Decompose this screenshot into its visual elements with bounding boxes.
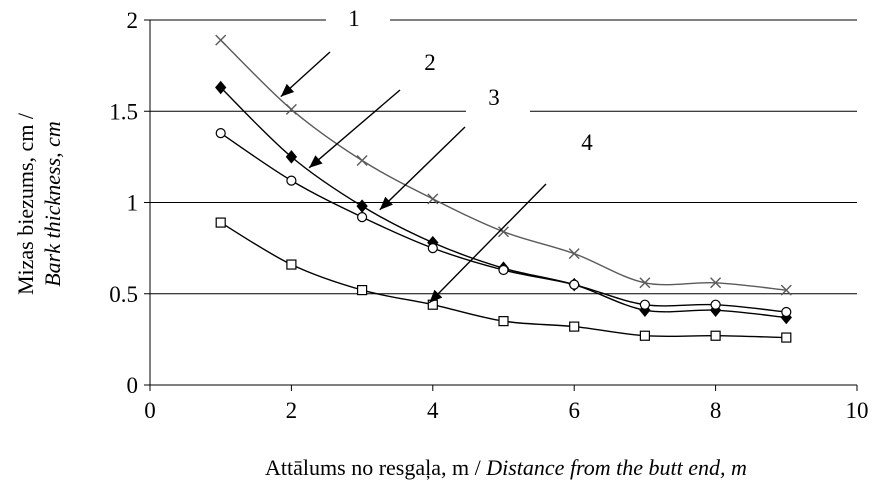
- callout-2-arrow-line: [308, 89, 401, 169]
- x-tick-label: 10: [846, 398, 869, 423]
- callout-3-bg: [466, 79, 530, 115]
- data-point-x-marker: [710, 277, 722, 289]
- data-point-square-marker: [498, 316, 509, 327]
- data-point-x-marker: [427, 193, 439, 205]
- data-point-circle-marker: [427, 243, 438, 254]
- callout-layer: 1 2 3 4: [280, 0, 623, 304]
- data-point-x-marker: [568, 248, 580, 260]
- callout-2: 2: [308, 44, 466, 169]
- x-axis-title-main: Attālums no resgaļa, m /: [265, 455, 486, 480]
- callout-2-arrowhead: [309, 155, 323, 168]
- y-axis-title-group: Mizas biezums, cm / Bark thickness, cm: [13, 112, 65, 295]
- callout-1-text: 1: [348, 6, 360, 31]
- data-point-square-marker: [569, 321, 580, 332]
- series-1: [215, 34, 792, 296]
- callout-4: 4: [428, 124, 623, 304]
- data-point-circle-marker: [498, 264, 509, 276]
- data-point-circle-marker: [357, 212, 368, 223]
- x-tick-label: 8: [710, 398, 722, 423]
- callout-2-text: 2: [424, 50, 436, 75]
- y-tick-label: 2: [127, 8, 139, 33]
- data-point-x-marker: [285, 103, 297, 115]
- callout-4-arrow-line: [428, 183, 547, 304]
- data-point-x-marker: [498, 226, 509, 238]
- data-point-x-marker: [780, 284, 792, 296]
- callout-4-arrowhead: [429, 289, 443, 303]
- y-tick-label: 1.5: [109, 99, 138, 124]
- data-point-diamond-marker: [356, 199, 368, 213]
- data-point-x-marker: [356, 155, 368, 167]
- data-point-circle-marker: [215, 128, 226, 139]
- data-point-diamond-marker: [285, 150, 298, 164]
- callout-4-bg: [559, 124, 623, 160]
- data-point-x-marker: [215, 34, 227, 46]
- data-point-circle-marker: [781, 306, 792, 318]
- data-point-circle-marker: [286, 175, 297, 186]
- callout-1: 1: [280, 0, 390, 98]
- data-point-circle-marker: [710, 299, 721, 310]
- data-point-circle-marker: [639, 299, 651, 310]
- x-tick-label: 0: [144, 398, 156, 423]
- data-point-square-marker: [710, 330, 721, 341]
- callout-3-arrow-line: [379, 126, 466, 211]
- data-point-square-marker: [781, 332, 792, 343]
- x-axis-title-italic: Distance from the butt end, m: [485, 455, 747, 480]
- data-point-circle-marker: [569, 279, 580, 290]
- callout-3-text: 3: [488, 85, 500, 110]
- callout-3: 3: [379, 79, 530, 211]
- series-1-line: [220, 39, 787, 291]
- y-tick-label: 1: [127, 191, 139, 216]
- y-tick-label: 0: [127, 373, 139, 398]
- tick-labels: 0 0.5 1 1.5 2 0 2 4 6 8 10: [109, 8, 868, 423]
- callout-2-bg: [402, 44, 466, 80]
- series-3-line: [220, 132, 787, 313]
- axes: [144, 19, 858, 391]
- series-4: [215, 217, 792, 343]
- callout-4-text: 4: [581, 130, 593, 155]
- x-axis-title: Attālums no resgaļa, m / Distance from t…: [265, 455, 747, 480]
- callout-3-arrowhead: [379, 196, 393, 210]
- data-point-square-marker: [357, 285, 368, 296]
- data-point-x-marker: [639, 277, 651, 289]
- x-tick-label: 4: [427, 398, 439, 423]
- y-axis-title-italic: Bark thickness, cm: [40, 121, 65, 287]
- y-tick-label: 0.5: [109, 282, 138, 307]
- series-3: [215, 128, 792, 318]
- data-point-square-marker: [215, 217, 226, 228]
- series-layer: [215, 34, 792, 343]
- x-tick-label: 2: [286, 398, 298, 423]
- y-axis-title-main: Mizas biezums, cm /: [13, 112, 38, 295]
- data-point-diamond-marker: [215, 80, 227, 95]
- callout-1-bg: [326, 0, 390, 36]
- callout-1-arrowhead: [280, 83, 295, 97]
- data-point-square-marker: [286, 259, 297, 270]
- x-tick-label: 6: [568, 398, 580, 423]
- data-point-square-marker: [639, 330, 651, 341]
